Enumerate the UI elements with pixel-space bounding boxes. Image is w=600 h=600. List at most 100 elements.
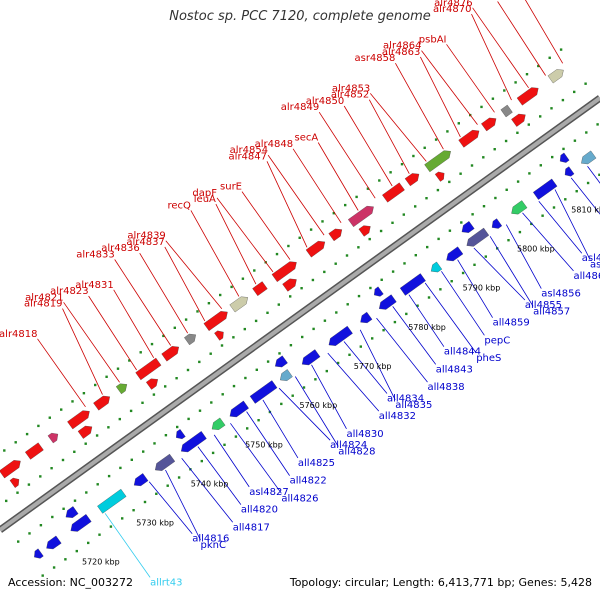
- reverse-gene[interactable]: [280, 369, 293, 381]
- forward-gene-label[interactable]: alr4847: [229, 151, 267, 162]
- forward-gene-label[interactable]: leuA: [194, 194, 216, 205]
- reverse-gene-label[interactable]: all4844: [444, 347, 481, 358]
- reverse-gene[interactable]: [466, 227, 490, 247]
- reverse-gene[interactable]: [564, 166, 575, 177]
- reverse-gene[interactable]: [430, 261, 443, 273]
- forward-gene-label[interactable]: alr4833: [76, 250, 114, 261]
- forward-gene-label[interactable]: alr4849: [281, 102, 319, 113]
- forward-gene-label[interactable]: surE: [220, 182, 242, 193]
- forward-gene[interactable]: [347, 205, 374, 228]
- reverse-gene[interactable]: [211, 417, 226, 430]
- reverse-gene-label[interactable]: all4826: [281, 493, 318, 504]
- forward-gene[interactable]: [203, 311, 228, 332]
- reverse-gene[interactable]: [399, 273, 426, 296]
- forward-gene-label[interactable]: alr4850: [306, 96, 344, 107]
- reverse-gene[interactable]: [97, 488, 127, 514]
- forward-gene[interactable]: [115, 383, 128, 395]
- reverse-gene-label[interactable]: all4816: [192, 534, 229, 545]
- reverse-gene-label[interactable]: asl4827: [249, 487, 289, 498]
- reverse-gene-label[interactable]: all4828: [338, 447, 375, 458]
- forward-gene-label[interactable]: alr4854: [230, 145, 268, 156]
- forward-gene[interactable]: [184, 333, 196, 346]
- reverse-gene[interactable]: [446, 246, 464, 262]
- forward-gene[interactable]: [77, 425, 93, 439]
- forward-gene-label[interactable]: alr4870: [433, 4, 471, 15]
- reverse-gene[interactable]: [379, 294, 397, 310]
- reverse-gene[interactable]: [155, 453, 176, 471]
- reverse-gene[interactable]: [301, 349, 321, 366]
- forward-gene-label[interactable]: alr4831: [75, 280, 113, 291]
- forward-gene[interactable]: [47, 432, 59, 444]
- reverse-gene[interactable]: [181, 431, 207, 453]
- forward-gene[interactable]: [271, 261, 297, 283]
- forward-gene[interactable]: [458, 129, 480, 148]
- reverse-gene-label[interactable]: pheS: [476, 353, 501, 364]
- reverse-gene[interactable]: [176, 429, 186, 440]
- reverse-gene[interactable]: [34, 548, 44, 559]
- reverse-gene-label[interactable]: all4820: [241, 505, 278, 516]
- reverse-gene[interactable]: [229, 400, 249, 418]
- reverse-gene-label[interactable]: all4857: [533, 306, 570, 317]
- reverse-gene-label[interactable]: all4830: [347, 429, 384, 440]
- forward-gene-label[interactable]: alr4823: [50, 286, 88, 297]
- forward-gene-label[interactable]: asr4858: [354, 53, 395, 64]
- reverse-gene[interactable]: [461, 221, 475, 233]
- reverse-gene[interactable]: [511, 200, 528, 215]
- reverse-gene[interactable]: [360, 311, 373, 324]
- reverse-gene[interactable]: [532, 178, 558, 200]
- reverse-gene[interactable]: [46, 535, 62, 550]
- reverse-gene-label[interactable]: asl4856: [541, 289, 581, 300]
- forward-gene-label[interactable]: psbAI: [419, 34, 447, 45]
- forward-gene-label[interactable]: recQ: [167, 200, 191, 211]
- forward-gene[interactable]: [0, 460, 21, 479]
- reverse-gene-label[interactable]: all4825: [298, 458, 335, 469]
- reverse-gene-label[interactable]: all4835: [395, 400, 432, 411]
- reverse-gene-label[interactable]: all4860: [574, 271, 600, 282]
- reverse-gene[interactable]: [70, 514, 92, 532]
- reverse-gene[interactable]: [275, 355, 288, 368]
- forward-gene-label[interactable]: alr4819: [24, 299, 62, 310]
- rna-gene-label[interactable]: allrt43: [150, 577, 182, 588]
- forward-gene[interactable]: [358, 225, 371, 237]
- reverse-gene[interactable]: [559, 152, 570, 163]
- forward-gene[interactable]: [481, 117, 497, 132]
- forward-gene[interactable]: [404, 173, 420, 187]
- forward-gene-label[interactable]: alr4839: [127, 231, 165, 242]
- forward-gene[interactable]: [93, 395, 110, 411]
- forward-gene[interactable]: [516, 87, 539, 106]
- forward-gene-label[interactable]: secA: [294, 133, 318, 144]
- reverse-gene-label[interactable]: pepC: [484, 335, 510, 346]
- forward-gene-label[interactable]: alr4853: [332, 83, 370, 94]
- reverse-gene-label[interactable]: pknC: [201, 540, 226, 551]
- forward-gene[interactable]: [511, 113, 526, 127]
- reverse-gene-label[interactable]: all4855: [525, 300, 562, 311]
- forward-gene-label[interactable]: alr4863: [382, 47, 420, 58]
- forward-gene[interactable]: [282, 278, 297, 292]
- forward-gene-label[interactable]: alr4852: [331, 90, 369, 101]
- forward-gene[interactable]: [382, 182, 405, 203]
- forward-gene[interactable]: [434, 171, 445, 182]
- reverse-gene-label[interactable]: all4838: [428, 382, 465, 393]
- forward-gene[interactable]: [214, 330, 224, 341]
- reverse-gene[interactable]: [65, 506, 79, 518]
- forward-gene[interactable]: [24, 442, 44, 460]
- forward-gene[interactable]: [161, 346, 179, 362]
- forward-gene-label[interactable]: alr4821: [25, 292, 63, 303]
- reverse-gene[interactable]: [491, 218, 503, 229]
- reverse-gene-label[interactable]: all4822: [290, 476, 327, 487]
- reverse-gene-label[interactable]: asl4862: [582, 253, 600, 264]
- reverse-gene[interactable]: [328, 325, 353, 346]
- forward-gene-label[interactable]: alr4837: [126, 237, 164, 248]
- reverse-gene[interactable]: [249, 380, 278, 404]
- reverse-gene[interactable]: [133, 473, 149, 487]
- forward-gene-label[interactable]: alr4876: [434, 0, 472, 9]
- forward-gene[interactable]: [424, 150, 451, 173]
- reverse-gene[interactable]: [581, 150, 597, 165]
- reverse-gene[interactable]: [374, 286, 384, 297]
- reverse-gene-label[interactable]: all4817: [233, 522, 270, 533]
- forward-gene[interactable]: [305, 240, 326, 258]
- forward-gene-label[interactable]: alr4880: [459, 0, 497, 3]
- reverse-gene-label[interactable]: all4843: [436, 364, 473, 375]
- reverse-gene-label[interactable]: all4824: [330, 440, 367, 451]
- forward-gene[interactable]: [547, 69, 564, 84]
